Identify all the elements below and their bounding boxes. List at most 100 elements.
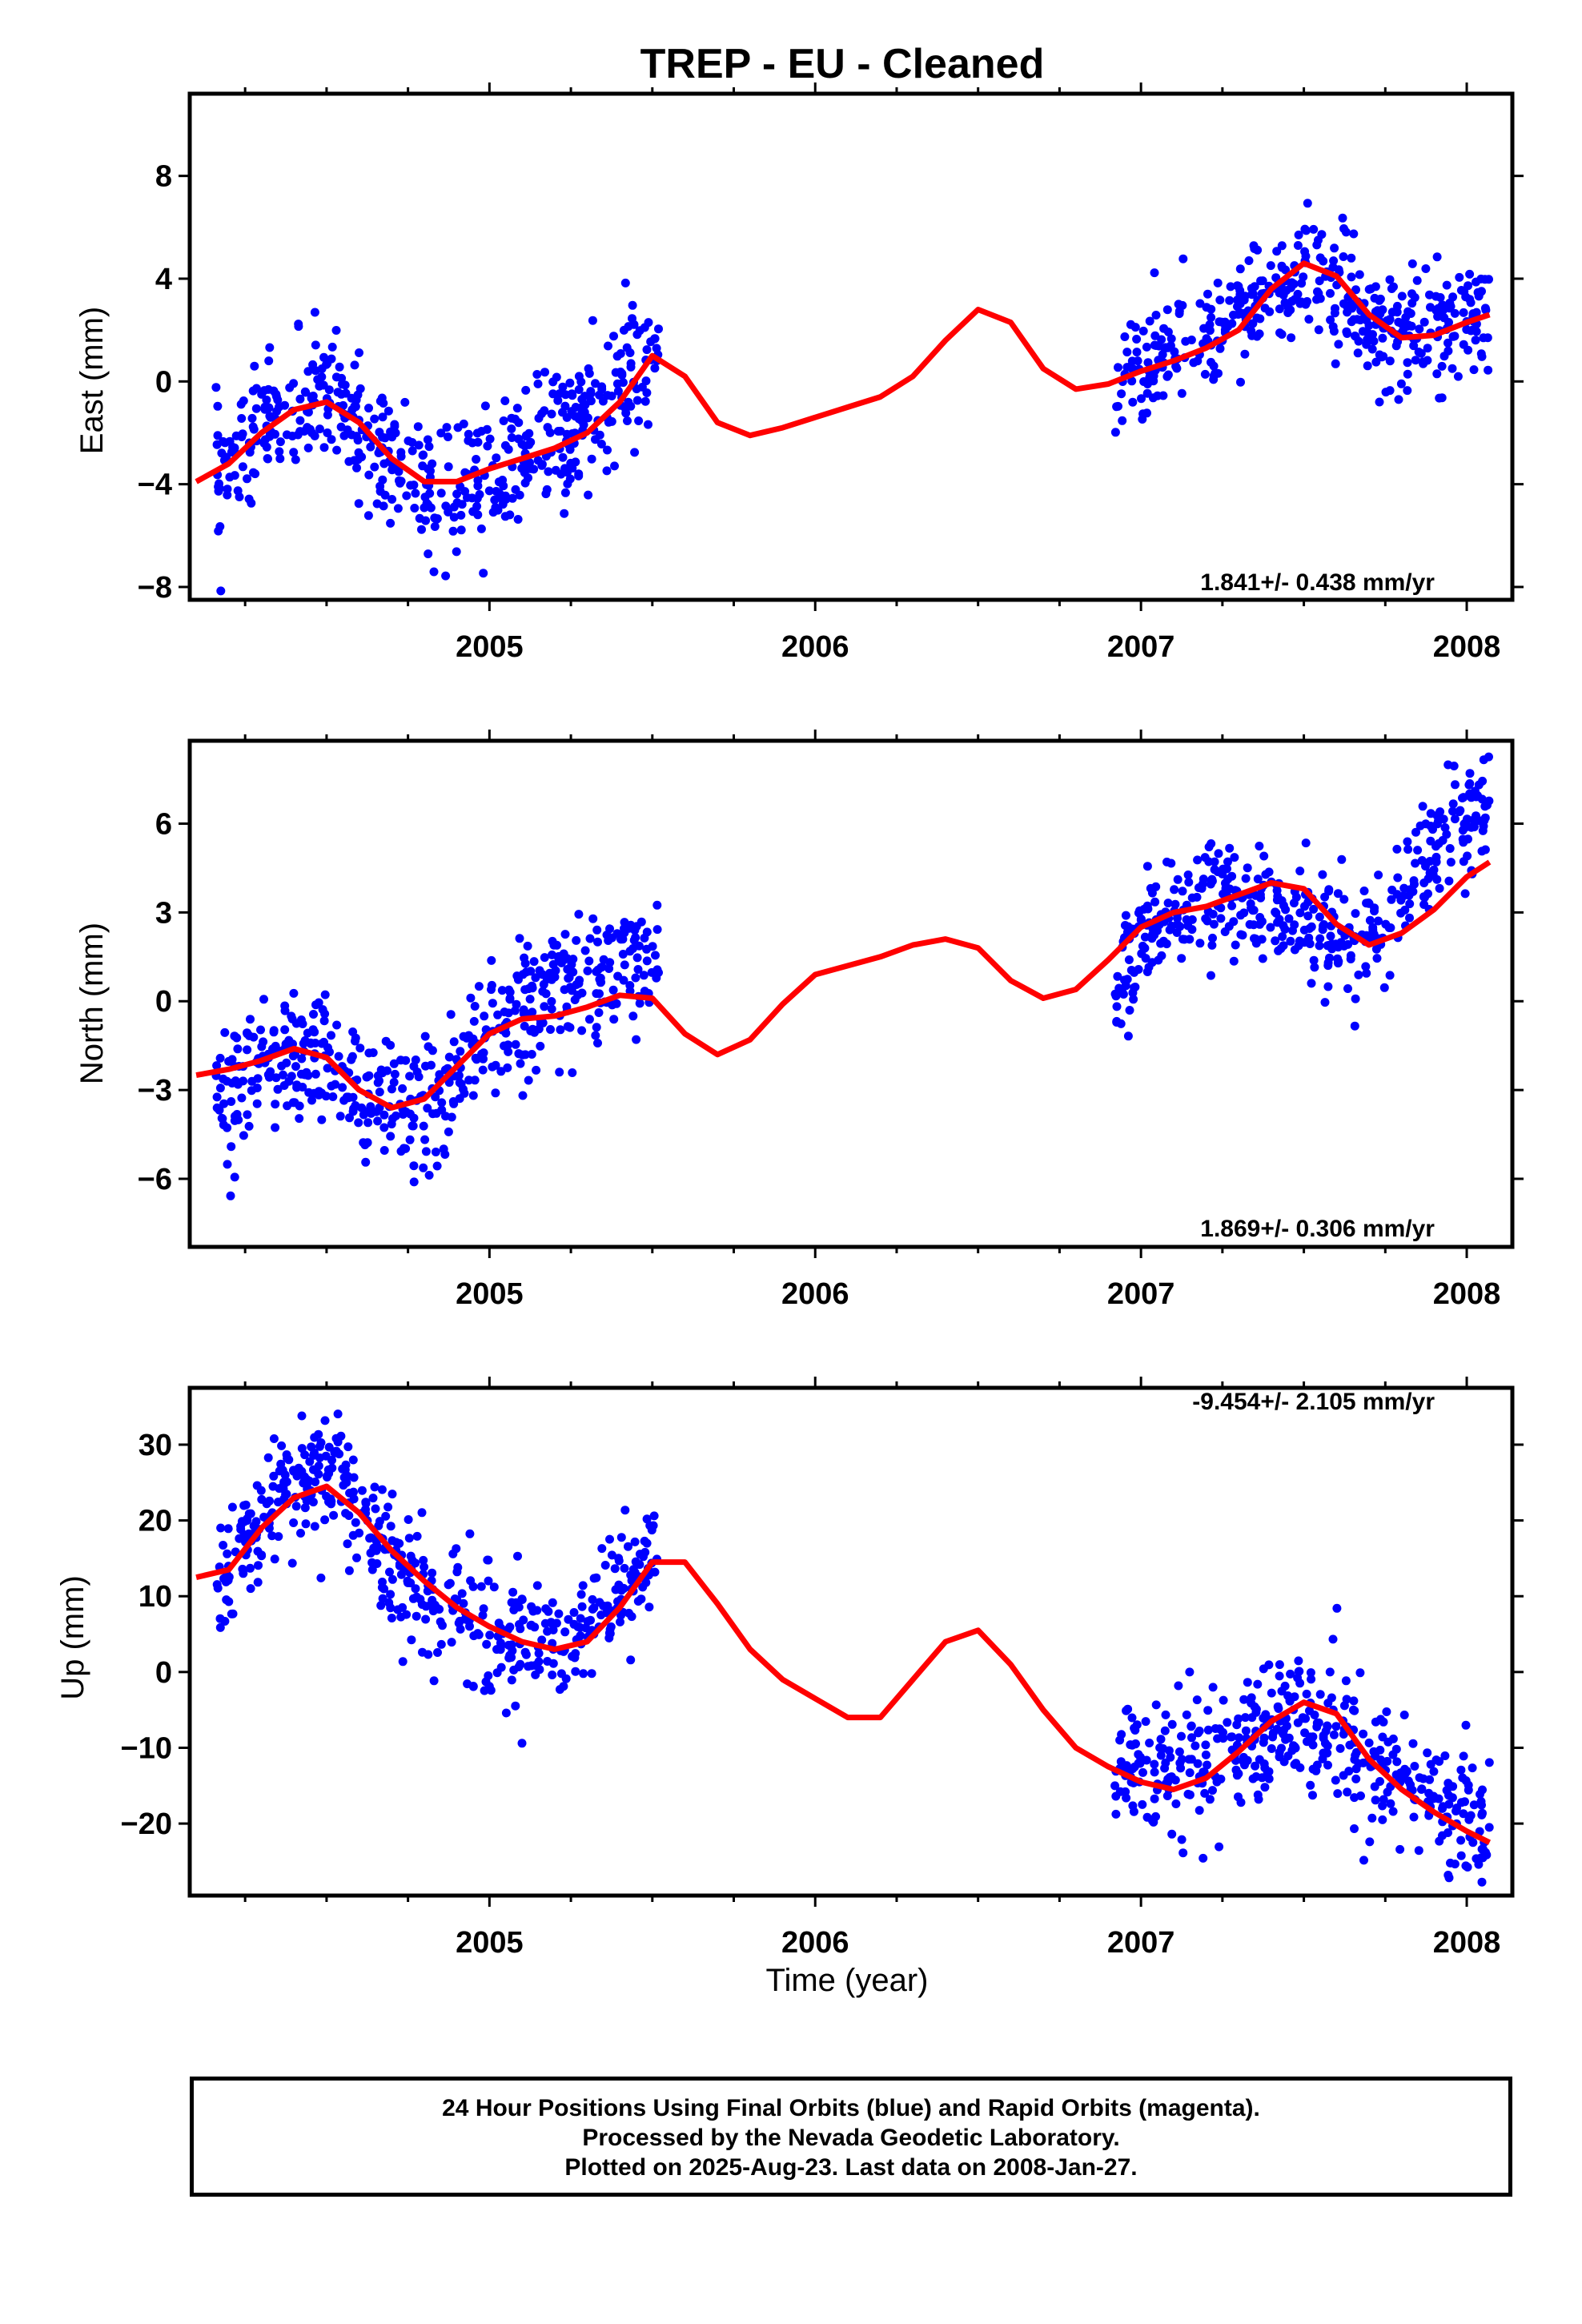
- up-data-point: [1275, 1671, 1284, 1681]
- north-data-point: [1210, 865, 1219, 875]
- up-data-point: [219, 1541, 228, 1550]
- north-data-point: [371, 1107, 381, 1116]
- north-data-point: [1343, 984, 1352, 993]
- east-data-point: [548, 389, 558, 399]
- up-data-point: [1438, 1802, 1447, 1811]
- north-data-point: [1257, 917, 1267, 927]
- up-data-point: [343, 1471, 352, 1481]
- east-data-point: [1411, 356, 1420, 365]
- north-data-point: [1225, 843, 1235, 853]
- north-data-point: [1236, 911, 1246, 920]
- north-data-point: [1315, 912, 1324, 922]
- east-data-point: [237, 414, 247, 423]
- north-data-point: [511, 1039, 520, 1049]
- east-data-point: [222, 452, 231, 462]
- up-data-point: [433, 1648, 442, 1657]
- east-data-point: [1301, 300, 1311, 309]
- east-data-point: [429, 567, 439, 577]
- east-data-point: [1341, 227, 1351, 237]
- east-data-point: [499, 481, 508, 491]
- north-data-point: [654, 968, 663, 977]
- east-data-point: [520, 468, 529, 477]
- east-data-point: [1301, 251, 1311, 261]
- up-data-point: [1167, 1829, 1177, 1839]
- up-data-point: [554, 1609, 564, 1618]
- north-data-point: [1419, 900, 1429, 909]
- north-data-point: [1163, 899, 1173, 908]
- north-data-point: [1426, 836, 1435, 846]
- up-data-point: [1484, 1758, 1494, 1767]
- up-data-point: [287, 1558, 297, 1568]
- north-data-point: [444, 1052, 454, 1062]
- footer-line-3: Plotted on 2025-Aug-23. Last data on 200…: [564, 2154, 1138, 2181]
- east-data-point: [1419, 317, 1429, 327]
- north-data-point: [218, 1114, 227, 1124]
- east-data-point: [1244, 256, 1254, 265]
- up-data-point: [404, 1534, 414, 1543]
- north-data-point: [592, 925, 602, 935]
- east-data-point: [295, 394, 305, 404]
- north-data-point: [555, 1068, 564, 1077]
- east-data-point: [1378, 333, 1387, 343]
- east-data-point: [591, 379, 600, 388]
- north-data-point: [1446, 858, 1456, 867]
- up-data-point: [1307, 1675, 1316, 1684]
- east-data-point: [436, 489, 446, 498]
- up-data-point: [419, 1555, 428, 1565]
- up-data-point: [1306, 1668, 1315, 1678]
- east-data-point: [355, 384, 365, 393]
- east-data-point: [275, 437, 285, 447]
- east-data-point: [1421, 264, 1431, 273]
- north-data-point: [652, 925, 662, 935]
- north-data-point: [1231, 940, 1240, 950]
- east-data-point: [1431, 305, 1441, 315]
- east-data-point: [272, 407, 282, 416]
- east-data-point: [1465, 295, 1475, 304]
- north-data-point: [528, 1007, 537, 1017]
- up-data-point: [1392, 1757, 1402, 1767]
- up-data-point: [428, 1595, 437, 1605]
- north-data-point: [1309, 904, 1319, 914]
- north-data-point: [479, 1054, 488, 1063]
- up-data-point: [300, 1503, 310, 1513]
- up-data-point: [1184, 1755, 1194, 1764]
- up-data-point: [620, 1563, 629, 1573]
- east-data-point: [1369, 336, 1379, 346]
- north-data-point: [642, 956, 652, 966]
- north-data-point: [1434, 838, 1443, 848]
- up-data-point: [636, 1594, 646, 1604]
- north-data-point: [230, 1031, 239, 1041]
- east-data-point: [632, 384, 641, 394]
- up-data-point: [1160, 1763, 1170, 1773]
- north-data-point: [1185, 935, 1195, 944]
- east-data-point: [1142, 388, 1152, 398]
- north-data-point: [468, 1091, 478, 1100]
- north-data-point: [339, 1096, 349, 1105]
- up-data-point: [541, 1604, 551, 1614]
- east-data-point: [289, 379, 299, 388]
- up-data-point: [644, 1602, 654, 1612]
- north-data-point: [226, 1191, 235, 1200]
- up-data-point: [1267, 1744, 1276, 1753]
- up-data-point: [588, 1594, 597, 1604]
- north-data-point: [1208, 933, 1217, 943]
- up-data-point: [1156, 1735, 1166, 1744]
- north-data-point: [1361, 962, 1371, 971]
- east-data-point: [542, 485, 552, 494]
- up-data-point: [357, 1486, 367, 1495]
- north-data-point: [1207, 971, 1215, 980]
- north-data-point: [1295, 866, 1305, 876]
- up-data-point: [1208, 1683, 1218, 1692]
- up-data-point: [548, 1625, 558, 1634]
- east-data-point: [513, 515, 523, 524]
- east-data-point: [618, 378, 628, 388]
- east-data-point: [453, 423, 463, 432]
- up-data-point: [1162, 1791, 1172, 1800]
- north-data-point: [269, 1027, 279, 1037]
- east-data-point: [1435, 293, 1445, 302]
- up-data-point: [1302, 1689, 1311, 1699]
- up-data-point: [1177, 1755, 1186, 1764]
- east-data-point: [1159, 324, 1169, 333]
- east-data-point: [303, 408, 313, 417]
